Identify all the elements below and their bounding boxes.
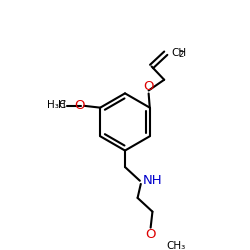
Text: O: O (145, 228, 156, 241)
Text: H: H (58, 100, 66, 110)
Text: NH: NH (142, 174, 162, 187)
Text: O: O (74, 99, 85, 112)
Text: CH: CH (172, 48, 187, 58)
Text: CH₃: CH₃ (167, 241, 186, 250)
Text: O: O (143, 80, 154, 92)
Text: 2: 2 (178, 50, 183, 59)
Text: H₃C: H₃C (47, 100, 66, 110)
